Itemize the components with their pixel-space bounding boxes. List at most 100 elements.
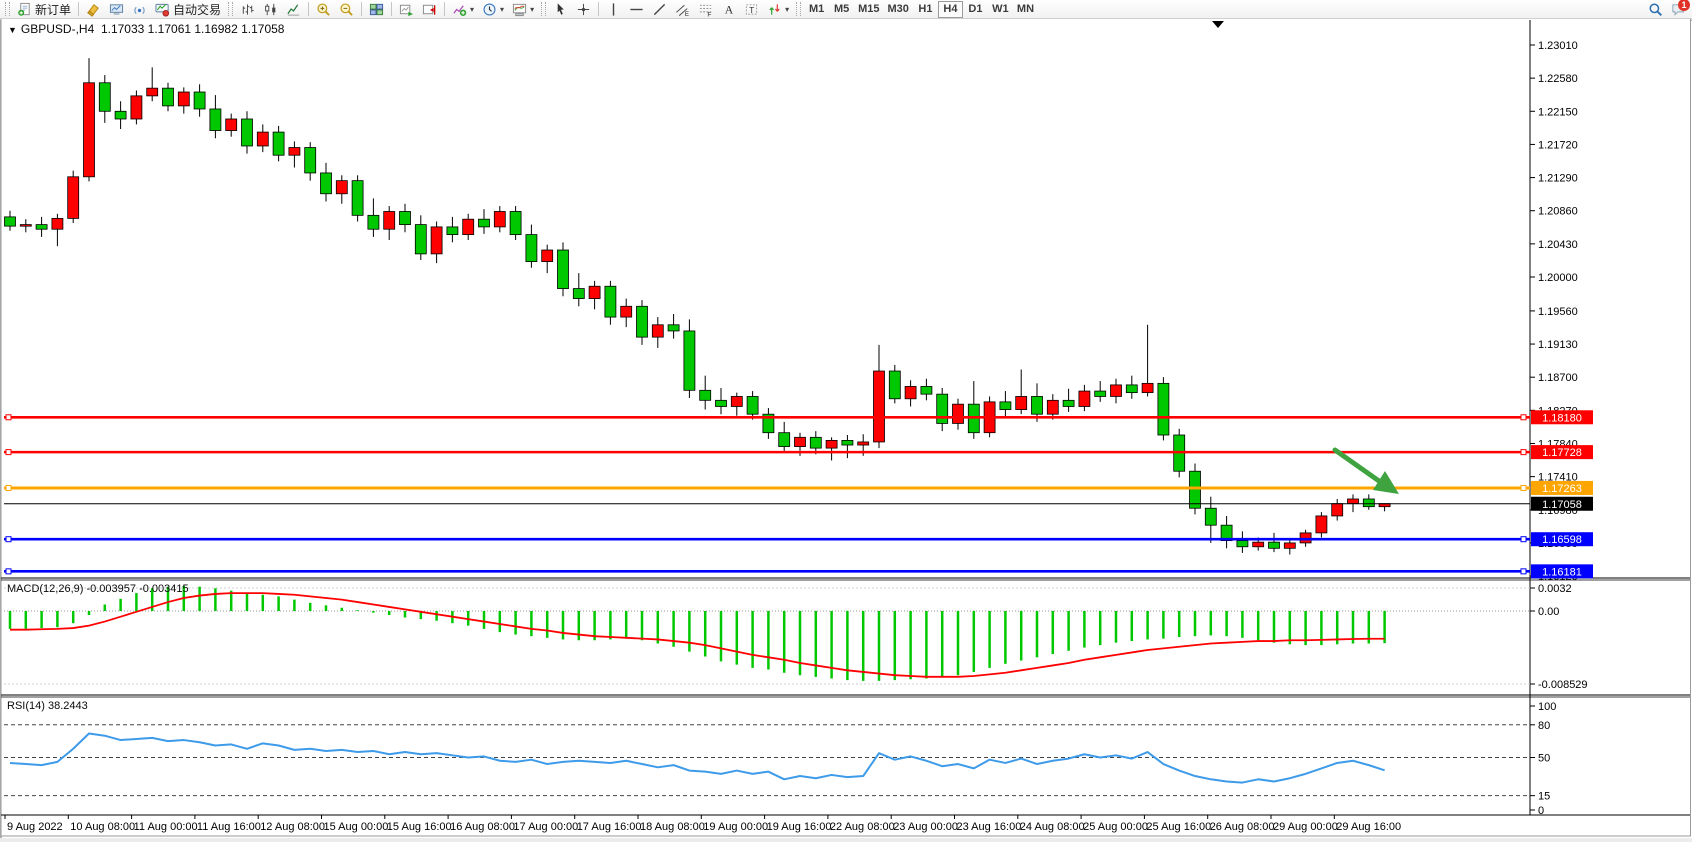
- candle: [730, 396, 743, 407]
- candle: [809, 436, 822, 449]
- candle: [19, 224, 32, 227]
- price-tick-label: 1.20000: [1538, 272, 1578, 284]
- fibonacci-icon: F: [699, 4, 711, 17]
- arrows-icon: [769, 3, 780, 15]
- arrows-dropdown-arrow-icon[interactable]: ▾: [785, 4, 790, 14]
- candle: [320, 172, 332, 195]
- candle: [1189, 470, 1201, 509]
- autotrading-button[interactable]: 自动交易: [151, 1, 225, 18]
- candle: [1141, 382, 1154, 394]
- arrows-button[interactable]: ▾: [763, 1, 793, 18]
- candle: [699, 389, 712, 401]
- candle: [162, 87, 174, 107]
- timeframe-h1-button[interactable]: H1: [913, 1, 938, 18]
- level-line-handle[interactable]: [5, 484, 12, 491]
- candle: [557, 249, 569, 289]
- line-chart-button[interactable]: [282, 1, 305, 18]
- timeframe-m1-button[interactable]: M1: [804, 1, 829, 18]
- candle: [83, 82, 95, 178]
- templates-dropdown-arrow-icon[interactable]: ▾: [530, 4, 535, 14]
- level-line-handle[interactable]: [1520, 568, 1527, 575]
- text-button[interactable]: A: [717, 1, 740, 18]
- indicators-button[interactable]: ▾: [448, 1, 478, 18]
- symbol-menu-arrow-icon[interactable]: ▼: [8, 25, 17, 35]
- candle: [888, 370, 901, 400]
- price-badge: [1531, 564, 1593, 579]
- expert-advisors-button[interactable]: [82, 1, 105, 18]
- new-order-button[interactable]: 新订单: [13, 1, 75, 18]
- price-tick-label: 1.20860: [1538, 206, 1578, 218]
- zoom-in-button[interactable]: [312, 1, 335, 18]
- macd-indicator-label: MACD(12,26,9) -0.003957 -0.003415: [7, 583, 189, 595]
- level-line-handle[interactable]: [5, 536, 12, 543]
- chat-button[interactable]: 1: [1667, 0, 1690, 18]
- level-line-handle[interactable]: [1520, 484, 1527, 491]
- level-line-handle[interactable]: [1520, 536, 1527, 543]
- candle: [399, 211, 411, 225]
- candle: [651, 324, 664, 338]
- level-line-handle[interactable]: [5, 568, 12, 575]
- timeframe-m15-button[interactable]: M15: [854, 1, 883, 18]
- timeframe-m30-button[interactable]: M30: [884, 1, 913, 18]
- candle: [857, 441, 870, 446]
- trend-arrow-head[interactable]: [1373, 471, 1399, 494]
- tile-windows-button[interactable]: [365, 1, 388, 18]
- timeframe-mn-button[interactable]: MN: [1013, 1, 1038, 18]
- periods-dropdown-arrow-icon[interactable]: ▾: [500, 4, 505, 14]
- timeframe-m5-button[interactable]: M5: [829, 1, 854, 18]
- candle: [114, 110, 127, 120]
- templates-button[interactable]: ▾: [508, 1, 538, 18]
- time-axis-label: 11 Aug 00:00: [134, 821, 198, 833]
- search-button[interactable]: [1644, 1, 1667, 18]
- periods-button[interactable]: ▾: [478, 1, 508, 18]
- candle: [1062, 399, 1075, 407]
- equidistant-channel-icon: E: [676, 4, 689, 17]
- timeframe-h4-button[interactable]: H4: [937, 0, 963, 18]
- candle: [604, 285, 617, 318]
- candle: [256, 131, 269, 147]
- price-tick-label: 1.22150: [1538, 106, 1578, 118]
- candle: [35, 224, 48, 230]
- level-line-handle[interactable]: [1520, 414, 1527, 421]
- chart-window-frame: [0, 17, 1691, 837]
- candle: [1236, 540, 1249, 548]
- candle: [383, 211, 396, 230]
- trendline-button[interactable]: [648, 1, 671, 18]
- timeframe-w1-button[interactable]: W1: [988, 1, 1013, 18]
- level-line-handle[interactable]: [5, 449, 12, 456]
- candle: [304, 147, 317, 174]
- equidistant-channel-button[interactable]: E: [671, 1, 694, 18]
- candle: [1204, 507, 1217, 526]
- auto-scroll-icon: [399, 4, 414, 16]
- level-line-handle[interactable]: [5, 414, 12, 421]
- candlestick-chart-button[interactable]: [259, 1, 282, 18]
- rsi-axis-label: 50: [1538, 753, 1550, 765]
- terminal-button[interactable]: [105, 1, 128, 18]
- candle: [778, 432, 791, 447]
- expert-advisors-icon: [87, 3, 99, 17]
- crosshair-button[interactable]: [572, 1, 595, 18]
- auto-scroll-button[interactable]: [395, 1, 418, 18]
- fibonacci-button[interactable]: F: [694, 1, 717, 18]
- bar-chart-button[interactable]: [236, 1, 259, 18]
- macd-signal-line: [10, 592, 1385, 678]
- rsi-axis-label: 80: [1538, 720, 1550, 732]
- trend-arrow-annotation[interactable]: [1332, 447, 1382, 484]
- candle: [715, 399, 727, 407]
- indicators-dropdown-arrow-icon[interactable]: ▾: [470, 4, 475, 14]
- zoom-out-button[interactable]: [335, 1, 358, 18]
- timeframe-d1-button[interactable]: D1: [963, 1, 988, 18]
- price-badge-label: 1.17728: [1542, 447, 1582, 459]
- price-tick-label: 1.22580: [1538, 73, 1578, 85]
- candle: [272, 131, 285, 156]
- candle: [683, 330, 696, 391]
- toolbar-separator: [391, 2, 393, 16]
- vertical-line-button[interactable]: [602, 1, 625, 18]
- text-label-button[interactable]: T: [740, 1, 763, 18]
- cursor-button[interactable]: [549, 1, 572, 18]
- level-line-handle[interactable]: [1520, 449, 1527, 456]
- signals-button[interactable]: [128, 1, 151, 18]
- chart-shift-button[interactable]: [418, 1, 441, 18]
- horizontal-line-button[interactable]: [625, 1, 648, 18]
